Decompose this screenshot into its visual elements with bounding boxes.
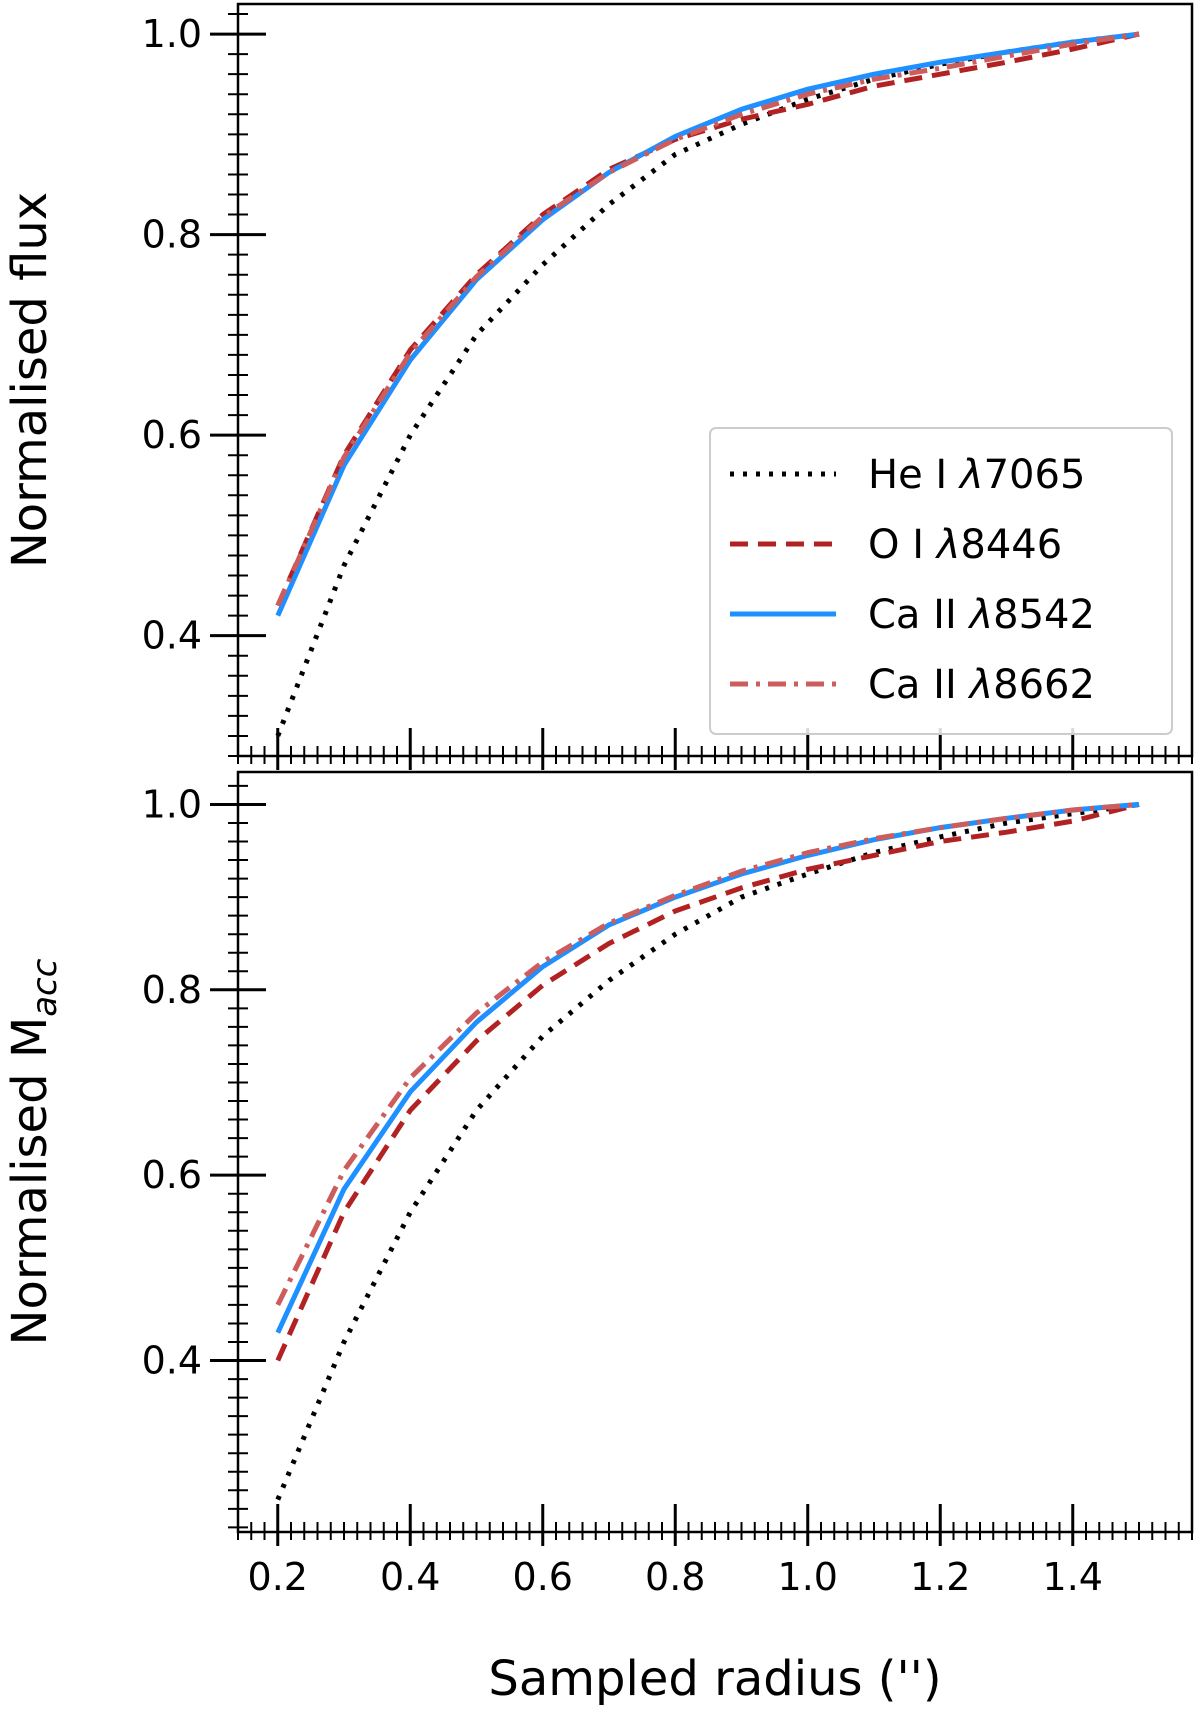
legend-box: [709, 427, 1173, 735]
y-axis-label: Normalised Macc: [2, 958, 65, 1345]
y-tick-label: 1.0: [142, 12, 202, 56]
y-tick-label: 0.4: [142, 1339, 202, 1383]
series-group: [275, 31, 1140, 737]
x-tick-label: 1.4: [1043, 1555, 1103, 1599]
x-axis-label: Sampled radius (''): [488, 1651, 941, 1707]
x-tick-label: 1.0: [778, 1555, 838, 1599]
legend-label: Ca II λ8542: [868, 592, 1095, 638]
panel-2: 0.4 0.6 0.8 1.0 0.2 0.4 0.6 0.8 1.0 1.2 1.4 Normali…: [2, 770, 1194, 1707]
y-tick-label: 0.6: [142, 1153, 202, 1197]
series-line-he-i-7065: [275, 801, 1140, 1501]
legend: He I λ7065 O I λ8446 Ca II λ8542 Ca II λ866…: [709, 427, 1173, 735]
y-tick-label: 1.0: [142, 782, 202, 826]
series-group: [275, 801, 1140, 1501]
x-tick-label: 0.8: [645, 1555, 705, 1599]
series-line-ca-ii-8542: [275, 31, 1140, 617]
x-tick-label: 0.2: [248, 1555, 308, 1599]
legend-label: O I λ8446: [868, 522, 1062, 568]
y-axis-label: Normalised flux: [2, 192, 58, 568]
y-tick-label: 0.8: [142, 968, 202, 1012]
series-line-o-i-8446: [275, 801, 1140, 1362]
x-tick-label: 1.2: [910, 1555, 970, 1599]
legend-label: Ca II λ8662: [868, 662, 1095, 708]
series-line-o-i-8446: [275, 31, 1140, 607]
legend-label: He I λ7065: [868, 452, 1085, 498]
y-tick-label: 0.4: [142, 614, 202, 658]
x-tick-label: 0.6: [513, 1555, 573, 1599]
series-line-ca-ii-8662: [275, 801, 1140, 1307]
y-tick-label: 0.8: [142, 213, 202, 257]
y-tick-label: 0.6: [142, 413, 202, 457]
panel-1: 0.4 0.6 0.8 1.0 Normalised flux He I λ7065 O I…: [2, 2, 1194, 770]
series-line-ca-ii-8662: [275, 31, 1140, 607]
x-tick-label: 0.4: [380, 1555, 440, 1599]
